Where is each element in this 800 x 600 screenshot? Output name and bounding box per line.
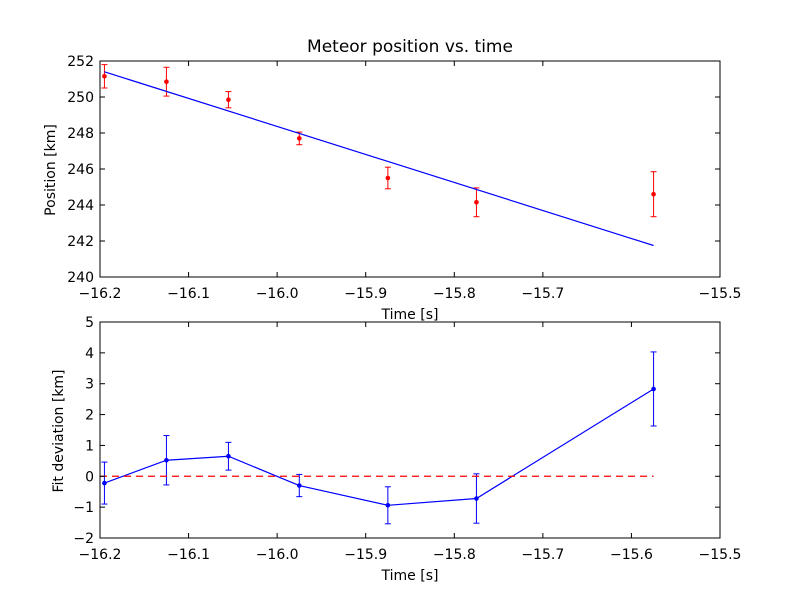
x-tick-label: −15.7 <box>521 286 564 302</box>
series-line <box>104 388 654 506</box>
x-tick-label: −15.9 <box>344 286 387 302</box>
y-tick-label: 0 <box>85 469 94 485</box>
chart-title: Meteor position vs. time <box>307 37 513 57</box>
data-point <box>164 457 169 463</box>
data-point <box>651 191 656 197</box>
x-tick-label: −16.1 <box>167 286 210 302</box>
y-axis-label: Position [km] <box>43 124 59 216</box>
position-plot: Meteor position vs. time Time [s] Positi… <box>43 37 741 323</box>
x-tick-label: −15.8 <box>433 547 476 563</box>
y-tick-label: 2 <box>85 408 94 424</box>
data-point <box>226 453 231 459</box>
y-tick-label: 1 <box>85 438 94 454</box>
y-tick-label: 3 <box>85 377 94 393</box>
plot-frame <box>99 321 721 539</box>
y-tick-label: 242 <box>67 234 94 250</box>
y-tick-label: 4 <box>85 346 94 362</box>
data-point <box>385 175 391 181</box>
data-point <box>164 79 169 84</box>
x-tick-label: −15.8 <box>433 286 476 302</box>
data-point <box>385 502 391 508</box>
y-tick-label: 248 <box>67 126 94 142</box>
data-point <box>296 136 302 141</box>
x-tick-label: −16.0 <box>256 547 299 563</box>
y-tick-label: −1 <box>73 500 94 516</box>
data-point <box>102 74 107 79</box>
y-tick-label: 244 <box>67 198 94 214</box>
x-axis-label: Time [s] <box>381 307 439 323</box>
x-tick-label: −15.5 <box>699 286 742 302</box>
x-axis-label: Time [s] <box>381 568 439 584</box>
y-tick-label: 252 <box>67 54 94 70</box>
x-tick-label: −16.2 <box>79 286 122 302</box>
x-tick-label: −16.0 <box>256 286 299 302</box>
data-point <box>651 386 656 392</box>
data-point <box>226 97 231 102</box>
y-tick-label: 246 <box>67 162 94 178</box>
deviation-plot: Time [s] Fit deviation [km] −16.2 −16.1 −1… <box>51 315 741 584</box>
series-line <box>104 71 654 247</box>
y-tick-label: 5 <box>85 315 94 331</box>
x-tick-label: −15.9 <box>344 547 387 563</box>
data-point <box>474 496 479 501</box>
y-tick-label: 250 <box>67 90 94 106</box>
x-tick-label: −15.5 <box>699 547 742 563</box>
x-tick-label: −15.6 <box>610 547 653 563</box>
data-point <box>296 483 302 488</box>
x-tick-label: −16.2 <box>79 547 122 563</box>
y-tick-label: 240 <box>67 270 94 286</box>
y-tick-label: −2 <box>73 531 94 547</box>
y-axis-label: Fit deviation [km] <box>51 369 67 492</box>
data-point <box>102 480 107 486</box>
data-point <box>474 200 479 205</box>
x-tick-label: −16.1 <box>167 547 210 563</box>
x-tick-label: −15.7 <box>521 547 564 563</box>
